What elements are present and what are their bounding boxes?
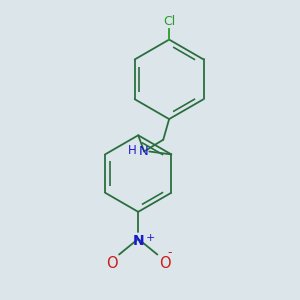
Text: N: N [139,145,149,158]
Text: O: O [106,256,118,271]
Text: -: - [167,246,172,259]
Text: Cl: Cl [163,15,175,28]
Text: N: N [132,234,144,248]
Text: H: H [128,143,137,157]
Text: O: O [159,256,170,271]
Text: +: + [146,233,155,243]
